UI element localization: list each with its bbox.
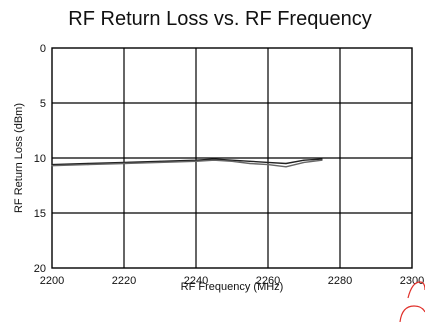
- x-tick-label: 2220: [112, 275, 136, 287]
- y-tick-label: 20: [34, 263, 46, 275]
- data-point: [123, 162, 125, 165]
- x-axis-label: RF Frequency (MHz): [181, 281, 284, 293]
- y-tick-label: 10: [34, 153, 46, 165]
- x-tick-label: 2300: [400, 275, 424, 287]
- data-point: [51, 165, 53, 167]
- series-line-1: [51, 158, 323, 166]
- data-point: [87, 164, 89, 166]
- data-point: [303, 161, 305, 163]
- data-point: [285, 166, 287, 168]
- data-point: [87, 162, 89, 165]
- grid: [52, 48, 412, 268]
- data-point: [213, 159, 215, 161]
- data-point: [195, 160, 197, 162]
- data-point: [159, 161, 161, 163]
- data-point: [159, 160, 161, 162]
- data-point: [267, 164, 269, 166]
- y-axis-label: RF Return Loss (dBm): [13, 103, 25, 213]
- x-tick-label: 2260: [256, 275, 280, 287]
- y-tick-label: 15: [34, 208, 46, 220]
- data-point: [51, 164, 53, 166]
- y-tick-label: 5: [40, 98, 46, 110]
- data-point: [231, 160, 233, 162]
- plot-frame: [51, 47, 413, 269]
- series-group: [51, 158, 323, 168]
- data-point: [321, 158, 323, 160]
- x-tick-labels: 2200 2220 2240 2260 2280 2300: [40, 275, 424, 287]
- data-point: [249, 160, 251, 162]
- decorative-arc: [399, 305, 425, 322]
- chart-title: RF Return Loss vs. RF Frequency: [68, 8, 371, 30]
- data-point: [303, 159, 305, 161]
- data-point: [249, 162, 251, 165]
- data-point: [267, 161, 269, 163]
- data-point: [213, 158, 215, 160]
- x-tick-label: 2200: [40, 275, 64, 287]
- data-point: [195, 159, 197, 161]
- series-line-2: [51, 159, 323, 168]
- data-point: [231, 159, 233, 161]
- data-point: [285, 162, 287, 165]
- data-point: [321, 159, 323, 161]
- data-point: [123, 161, 125, 163]
- x-tick-label: 2280: [328, 275, 352, 287]
- y-tick-labels: 0 5 10 15 20: [34, 43, 46, 275]
- x-tick-label: 2240: [184, 275, 208, 287]
- y-tick-label: 0: [40, 43, 46, 55]
